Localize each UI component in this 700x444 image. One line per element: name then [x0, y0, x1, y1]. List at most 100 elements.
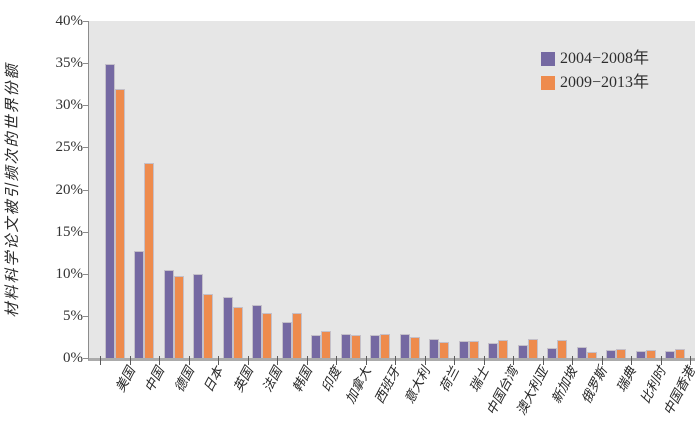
bar-2009−2013年-德国 — [173, 276, 184, 358]
bar-2009−2013年-瑞士 — [468, 341, 479, 358]
x-axis-tick — [601, 356, 603, 365]
bar-2009−2013年-中国台湾 — [498, 340, 509, 358]
x-axis-tick — [188, 356, 190, 365]
bar-2009−2013年-比利时 — [645, 349, 656, 358]
bar-2004−2008年-中国台湾 — [488, 342, 499, 358]
x-axis-tick — [631, 356, 632, 365]
x-axis-label-新加坡: 新加坡 — [548, 364, 581, 406]
x-axis-tick — [690, 356, 691, 365]
y-axis-tick — [83, 147, 88, 149]
y-axis-tick-label-15%: 15% — [55, 223, 84, 240]
y-axis-tick-label-20%: 20% — [55, 181, 84, 198]
legend-entry-2004-2008: 2004−2008年 — [541, 50, 649, 68]
y-axis-tick-label-5%: 5% — [63, 307, 83, 324]
bar-2004−2008年-印度 — [311, 335, 322, 358]
legend-label-2004-2008: 2004−2008年 — [560, 50, 650, 67]
x-axis-tick — [424, 356, 426, 365]
x-axis-label-荷兰: 荷兰 — [436, 364, 463, 395]
bar-2009−2013年-韩国 — [291, 313, 302, 358]
legend-entry-2009-2013: 2009−2013年 — [541, 74, 649, 92]
y-axis-tick — [83, 315, 88, 317]
legend-swatch-2009-2013 — [541, 76, 555, 90]
y-axis-tick — [83, 105, 88, 107]
bar-2004−2008年-俄罗斯 — [576, 347, 587, 358]
bar-2009−2013年-新加坡 — [557, 339, 568, 358]
x-axis-label-韩国: 韩国 — [289, 364, 315, 395]
bar-2004−2008年-比利时 — [635, 351, 646, 358]
bar-2009−2013年-法国 — [262, 312, 273, 358]
x-axis-label-瑞典: 瑞典 — [613, 364, 640, 395]
bar-2004−2008年-加拿大 — [340, 333, 351, 358]
x-axis-label-西班牙: 西班牙 — [371, 364, 404, 406]
bar-2004−2008年-新加坡 — [547, 347, 558, 358]
x-axis-label-英国: 英国 — [230, 364, 256, 395]
bar-2009−2013年-瑞典 — [616, 348, 627, 358]
x-axis-label-美国: 美国 — [112, 364, 138, 395]
x-axis-tick — [100, 356, 101, 365]
y-axis-tick — [83, 21, 88, 22]
x-axis-label-意大利: 意大利 — [401, 364, 433, 406]
bar-2004−2008年-瑞士 — [458, 341, 469, 358]
x-axis-tick — [277, 356, 278, 365]
bar-2009−2013年-美国 — [114, 89, 125, 358]
bar-2004−2008年-荷兰 — [429, 338, 440, 358]
x-axis-tick — [513, 356, 514, 365]
y-axis-tick — [83, 231, 88, 233]
bar-2009−2013年-荷兰 — [439, 342, 450, 358]
bar-2009−2013年-俄罗斯 — [586, 352, 597, 358]
x-axis-tick — [454, 356, 455, 365]
x-axis-label-加拿大: 加拿大 — [342, 364, 374, 406]
bar-2009−2013年-中国 — [144, 163, 155, 358]
bar-2004−2008年-澳大利亚 — [517, 344, 528, 358]
legend-label-2009-2013: 2009−2013年 — [560, 74, 650, 91]
x-axis-tick — [542, 356, 544, 365]
x-axis-label-日本: 日本 — [200, 364, 227, 395]
y-axis-tick-label-40%: 40% — [55, 13, 84, 29]
y-axis-tick — [83, 63, 88, 65]
bar-2009−2013年-澳大利亚 — [527, 338, 538, 358]
bar-2004−2008年-中国香港 — [665, 351, 676, 358]
x-axis-label-德国: 德国 — [171, 364, 197, 395]
y-axis-tick — [83, 358, 88, 359]
bar-2009−2013年-印度 — [321, 331, 332, 358]
bar-2004−2008年-法国 — [252, 304, 263, 358]
plot-area — [88, 21, 695, 365]
x-axis-tick — [483, 356, 485, 365]
bar-2004−2008年-英国 — [222, 297, 233, 358]
x-axis-label-法国: 法国 — [259, 364, 286, 395]
bar-2009−2013年-中国香港 — [675, 348, 686, 358]
x-axis-label-瑞士: 瑞士 — [466, 364, 492, 395]
y-axis-tick-label-0%: 0% — [63, 350, 83, 366]
x-axis-label-中国: 中国 — [141, 364, 168, 395]
bar-2009−2013年-加拿大 — [350, 335, 361, 358]
y-axis-tick — [83, 189, 88, 191]
x-axis-tick — [247, 356, 249, 365]
bar-2004−2008年-西班牙 — [370, 335, 381, 358]
bar-2004−2008年-美国 — [104, 64, 115, 358]
bar-2004−2008年-德国 — [163, 270, 174, 358]
bar-2004−2008年-日本 — [193, 273, 204, 358]
bar-2004−2008年-中国 — [134, 251, 145, 358]
x-axis-tick — [572, 356, 573, 365]
legend: 2004−2008年 2009−2013年 — [541, 50, 649, 98]
x-axis-tick — [306, 356, 308, 365]
y-axis-tick-label-35%: 35% — [55, 55, 84, 72]
x-axis-label-印度: 印度 — [318, 364, 345, 395]
y-axis-title: 材料科学论文被引频次的世界份额 — [5, 62, 21, 318]
legend-swatch-2004-2008 — [541, 52, 555, 66]
y-axis-tick-label-25%: 25% — [55, 139, 84, 156]
y-axis-tick-label-30%: 30% — [55, 97, 84, 114]
x-axis-tick — [395, 356, 396, 365]
x-axis-tick — [129, 356, 131, 365]
y-axis-tick-label-10%: 10% — [55, 265, 84, 282]
bar-2009−2013年-意大利 — [409, 336, 420, 358]
x-axis-tick — [660, 356, 662, 365]
bar-2009−2013年-日本 — [203, 294, 214, 358]
x-axis-tick — [336, 356, 337, 365]
bar-2009−2013年-英国 — [232, 306, 243, 358]
bar-2009−2013年-西班牙 — [380, 333, 391, 358]
x-axis-tick — [218, 356, 219, 365]
x-axis-tick — [365, 356, 367, 365]
x-axis-tick — [159, 356, 160, 365]
